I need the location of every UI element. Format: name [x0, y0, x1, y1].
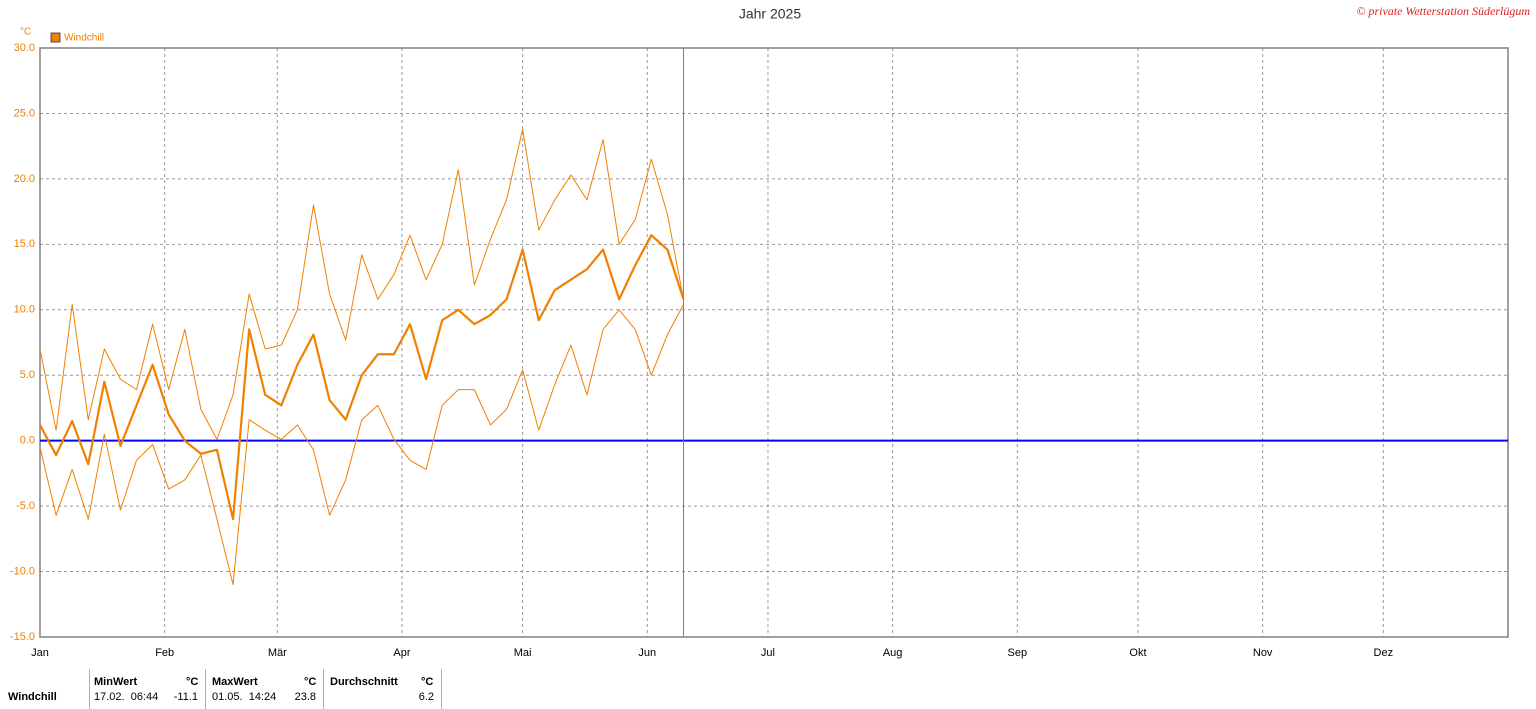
col-time: 17.02. 06:44	[94, 691, 159, 703]
divider	[205, 669, 206, 709]
col-header: MinWert	[94, 676, 138, 688]
x-tick-label: Okt	[1129, 647, 1146, 659]
chart-title: Jahr 2025	[739, 6, 801, 22]
divider	[441, 669, 442, 709]
y-tick-label: -15.0	[10, 631, 35, 643]
col-unit: °C	[421, 676, 434, 688]
legend-swatch	[50, 32, 61, 43]
series-line	[39, 304, 684, 586]
x-tick-label: Mai	[514, 647, 532, 659]
row-label: Windchill	[8, 691, 57, 703]
y-tick-label: -10.0	[10, 565, 35, 577]
chart: Jahr 2025 © private Wetterstation Süderl…	[10, 4, 1530, 659]
x-tick-label: Jun	[638, 647, 656, 659]
x-tick-label: Feb	[155, 647, 174, 659]
x-tick-label: Apr	[393, 647, 410, 659]
col-value: 6.2	[418, 691, 434, 703]
plot-area	[40, 48, 1508, 637]
x-tick-label: Jan	[31, 647, 49, 659]
x-tick-label: Sep	[1008, 647, 1028, 659]
x-tick-label: Jul	[761, 647, 775, 659]
x-tick-label: Nov	[1253, 647, 1273, 659]
divider	[323, 669, 324, 709]
col-header: MaxWert	[212, 676, 258, 688]
series-line	[39, 128, 684, 440]
y-tick-label: 30.0	[14, 42, 35, 54]
col-value: -11.1	[173, 691, 198, 703]
y-tick-label: 15.0	[14, 238, 35, 250]
legend-label: Windchill	[64, 33, 104, 44]
x-tick-label: Aug	[883, 647, 903, 659]
y-tick-label: 20.0	[14, 173, 35, 185]
plot-border	[39, 47, 1509, 638]
y-tick-label: 5.0	[20, 369, 35, 381]
divider	[89, 669, 90, 709]
y-unit: °C	[20, 27, 31, 38]
y-tick-label: 25.0	[14, 107, 35, 119]
col-value: 23.8	[294, 691, 316, 703]
credit: © private Wetterstation Süderlügum	[1356, 4, 1530, 18]
col-time: 01.05. 14:24	[212, 691, 277, 703]
series-line	[39, 234, 685, 521]
y-tick-label: -5.0	[16, 500, 35, 512]
x-tick-label: Dez	[1374, 647, 1394, 659]
col-unit: °C	[186, 676, 199, 688]
col-unit: °C	[304, 676, 317, 688]
y-tick-label: 10.0	[14, 304, 35, 316]
y-tick-label: 0.0	[20, 435, 35, 447]
col-header: Durchschnitt	[330, 676, 398, 688]
x-tick-label: Mär	[268, 647, 287, 659]
